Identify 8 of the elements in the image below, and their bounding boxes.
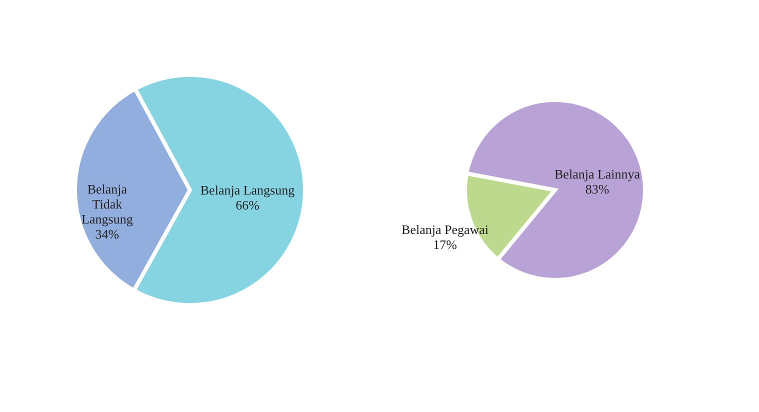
data-label: 17%	[433, 236, 458, 252]
slice-label: Belanja Tidak Langsung	[82, 182, 134, 227]
data-label: 66%	[236, 197, 260, 212]
slice-label: Belanja Lainnya	[554, 166, 640, 182]
data-label: 34%	[95, 226, 120, 242]
data-label: 83%	[585, 182, 610, 197]
slice-label: Belanja Langsung	[200, 182, 296, 198]
slice-label: Belanja Pegawai	[402, 222, 489, 237]
